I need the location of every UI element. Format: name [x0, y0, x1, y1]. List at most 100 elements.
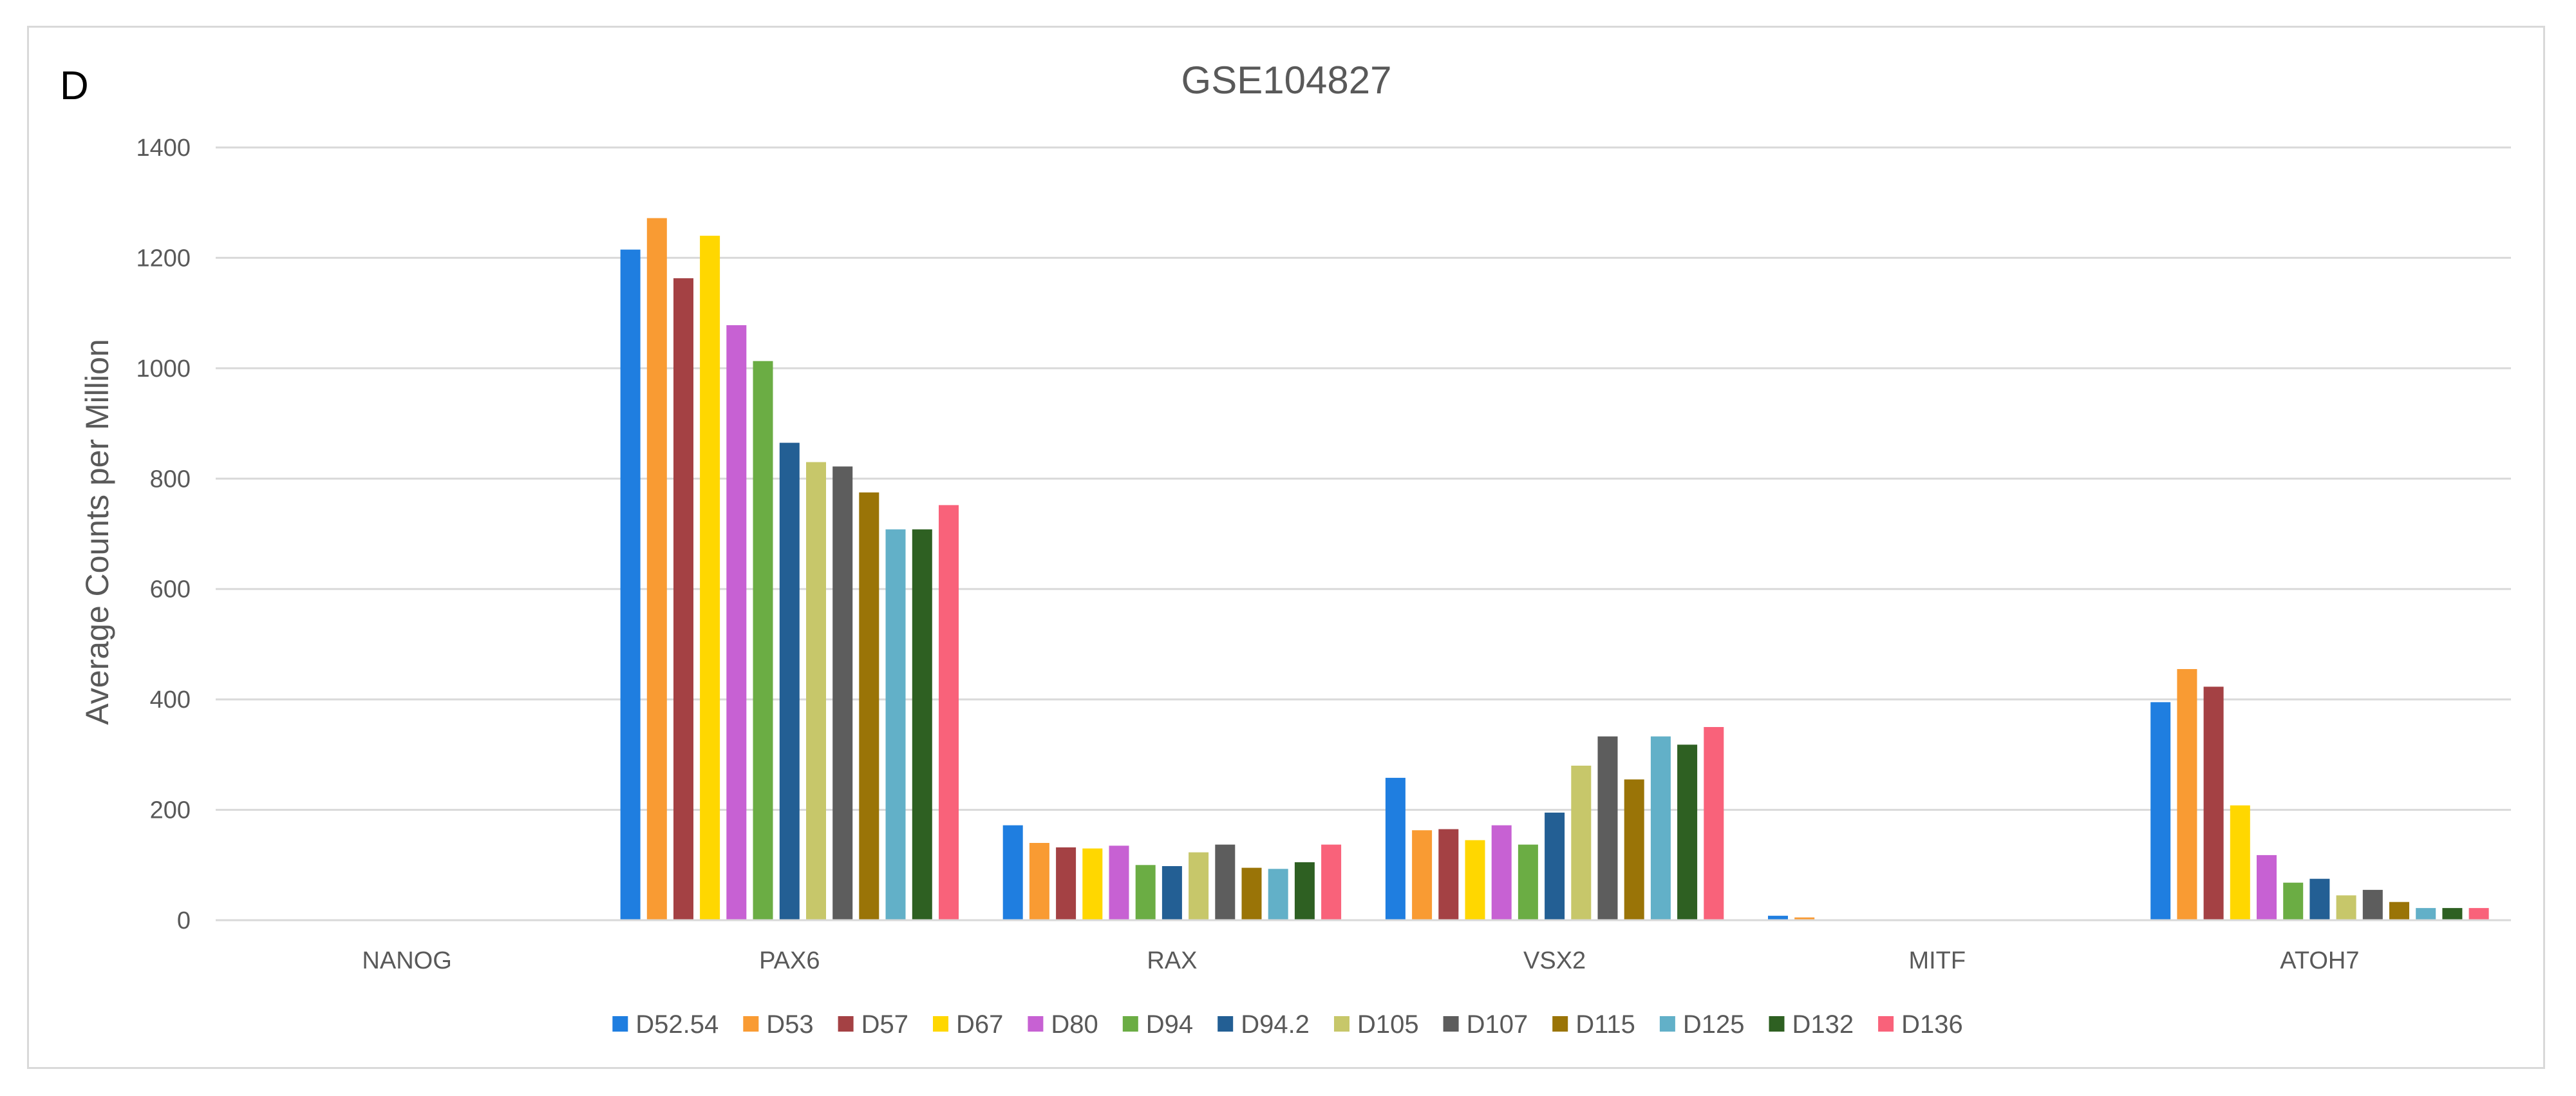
legend-swatch	[838, 1016, 854, 1032]
bar	[1321, 844, 1342, 920]
bar	[1109, 846, 1129, 920]
bar	[885, 529, 906, 920]
bar	[1385, 777, 1406, 920]
bar	[1624, 779, 1644, 920]
x-tick-label: VSX2	[1523, 947, 1586, 974]
panel-label: D	[60, 64, 89, 108]
legend-label: D94	[1146, 1010, 1193, 1039]
y-tick-label: 1200	[136, 245, 191, 272]
legend-swatch	[1552, 1016, 1568, 1032]
bar	[2336, 895, 2356, 920]
bar	[2257, 855, 2277, 920]
bar	[2150, 702, 2171, 920]
bar	[832, 466, 853, 920]
legend-swatch	[1028, 1016, 1044, 1032]
bar	[1518, 844, 1538, 920]
bar	[2362, 889, 2383, 920]
y-tick-label: 400	[150, 686, 191, 713]
bar-series	[620, 218, 2489, 921]
bar	[1545, 812, 1565, 920]
legend-label: D94.2	[1241, 1010, 1310, 1039]
legend-swatch	[1122, 1016, 1138, 1032]
legend-label: D80	[1051, 1010, 1098, 1039]
legend-label: D57	[861, 1010, 908, 1039]
bar	[1597, 736, 1618, 920]
y-axis-tick-labels: 0 200 400 600 800 1000 1200 1400	[136, 135, 191, 934]
chart-title: GSE104827	[1181, 59, 1392, 102]
bar	[673, 278, 693, 921]
x-tick-label: ATOH7	[2280, 947, 2359, 974]
x-axis-tick-labels: NANOG PAX6 RAX VSX2 MITF ATOH7	[362, 947, 2359, 974]
bar	[1704, 727, 1724, 920]
y-tick-label: 0	[177, 907, 191, 934]
bar	[2177, 669, 2197, 920]
y-tick-label: 200	[150, 797, 191, 824]
legend-label: D115	[1575, 1010, 1635, 1039]
bar	[1215, 844, 1236, 920]
bar	[1268, 869, 1288, 920]
y-axis-title: Average Counts per Million	[79, 339, 115, 724]
legend-swatch	[1334, 1016, 1349, 1032]
bar	[1161, 866, 1182, 920]
bar	[726, 325, 747, 920]
legend-swatch	[612, 1016, 628, 1032]
legend-label: D53	[766, 1010, 813, 1039]
bar	[646, 218, 667, 921]
bar	[2203, 686, 2224, 920]
bar	[806, 462, 826, 920]
bar	[700, 236, 720, 921]
bar	[1082, 848, 1103, 920]
x-tick-label: MITF	[1908, 947, 1966, 974]
legend-label: D52.54	[635, 1010, 719, 1039]
x-tick-label: NANOG	[362, 947, 451, 974]
legend-label: D132	[1792, 1010, 1854, 1039]
bar	[939, 505, 959, 920]
bar	[1650, 736, 1671, 920]
bar	[1135, 865, 1156, 920]
bar	[2389, 902, 2409, 920]
bar	[1768, 916, 1788, 920]
legend-swatch	[1878, 1016, 1894, 1032]
legend-swatch	[1769, 1016, 1785, 1032]
gridlines	[216, 146, 2511, 811]
bar	[1056, 847, 1076, 920]
bar	[2309, 878, 2330, 920]
bar	[753, 361, 773, 920]
y-tick-label: 1400	[136, 135, 191, 162]
x-tick-label: PAX6	[759, 947, 820, 974]
legend-swatch	[1443, 1016, 1459, 1032]
x-tick-label: RAX	[1147, 947, 1197, 974]
legend-swatch	[933, 1016, 948, 1032]
legend-swatch	[1217, 1016, 1234, 1032]
bar	[620, 249, 641, 921]
bar	[1189, 852, 1209, 920]
bar	[859, 492, 879, 920]
bar	[1465, 840, 1485, 920]
bar	[1002, 825, 1023, 920]
bar	[2230, 805, 2250, 920]
bar	[1491, 825, 1512, 920]
legend-label: D67	[956, 1010, 1003, 1039]
bar	[1794, 917, 1815, 920]
bar	[1571, 766, 1592, 920]
bar	[2416, 908, 2436, 920]
legend-label: D125	[1683, 1010, 1745, 1039]
bar	[1412, 830, 1433, 920]
bar	[1294, 862, 1315, 920]
legend-swatch	[743, 1016, 759, 1032]
bar	[1438, 829, 1459, 920]
bar	[2283, 882, 2304, 920]
bar	[912, 529, 932, 920]
bar	[2468, 908, 2489, 920]
legend-label: D105	[1357, 1010, 1419, 1039]
bar	[1241, 867, 1262, 920]
y-tick-label: 600	[150, 576, 191, 603]
y-tick-label: 800	[150, 466, 191, 493]
bar	[1677, 744, 1698, 920]
y-tick-label: 1000	[136, 355, 191, 383]
legend-label: D136	[1901, 1010, 1963, 1039]
legend: D52.54 D53 D57 D67 D80 D94 D94.2 D105 D107 D115 D1…	[612, 1010, 1963, 1039]
bar	[1029, 843, 1049, 920]
bar	[779, 442, 800, 920]
